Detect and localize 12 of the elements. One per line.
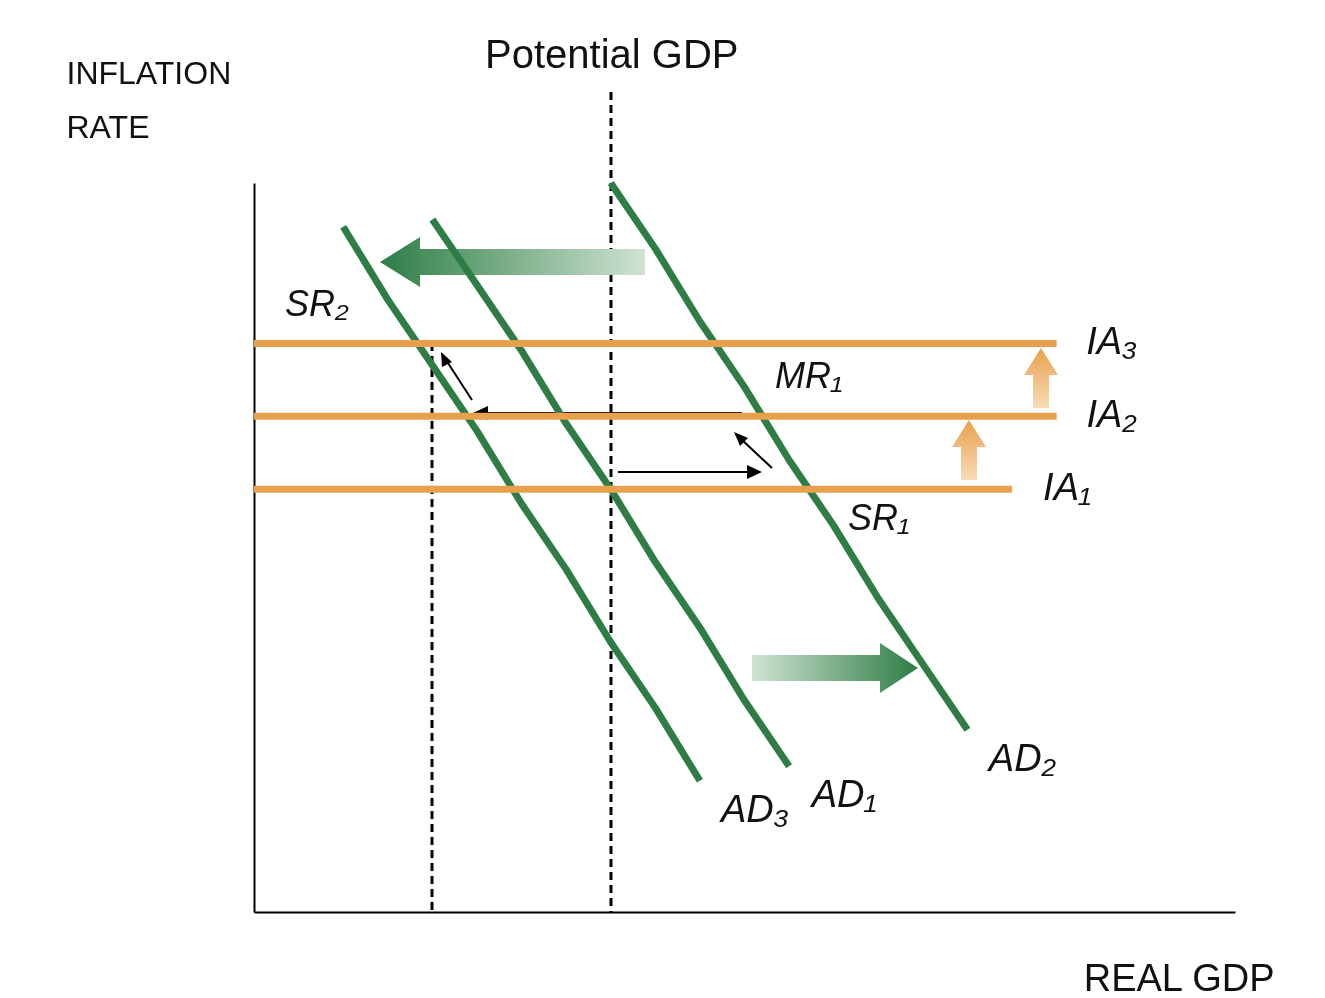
y-axis-title: INFLATION RATE: [66, 54, 232, 145]
series-label: IA₃: [1086, 320, 1138, 363]
annotation: SR₂: [285, 283, 349, 325]
x-axis-title: REAL GDP: [1083, 956, 1275, 998]
annotation: MR₁: [775, 355, 843, 397]
series-label: AD₂: [986, 736, 1057, 779]
series-label: AD₁: [809, 773, 877, 816]
series-label: IA₂: [1086, 393, 1138, 436]
text: Potential GDP: [485, 32, 739, 77]
series-label: AD₃: [718, 787, 789, 830]
series-label: IA₁: [1043, 466, 1091, 509]
annotation: SR₁: [848, 497, 910, 539]
